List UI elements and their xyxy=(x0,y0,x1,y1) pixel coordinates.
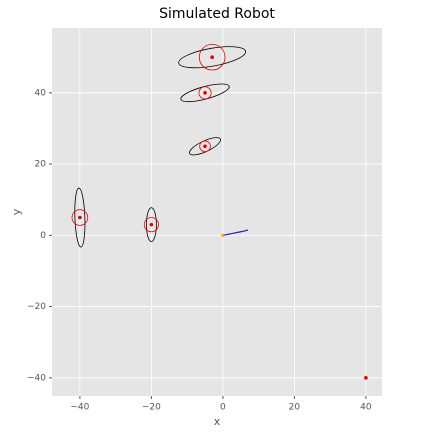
x-tick-label: −40 xyxy=(70,403,89,413)
landmark xyxy=(203,144,207,149)
landmark xyxy=(203,91,207,95)
estimate-circle xyxy=(198,43,226,71)
y-tick-label: −40 xyxy=(27,373,46,383)
covariance-ellipse xyxy=(178,46,247,69)
y-tick-label: 0 xyxy=(40,231,46,241)
estimate-circle xyxy=(143,217,159,233)
x-tick-label: −20 xyxy=(142,403,161,413)
chart-title: Simulated Robot xyxy=(159,6,275,22)
y-tick-label: −20 xyxy=(27,302,46,312)
covariance-ellipse xyxy=(74,187,86,248)
robot-path xyxy=(222,229,249,236)
landmark xyxy=(78,215,82,220)
plot-area xyxy=(52,28,382,396)
y-tick-label: 20 xyxy=(35,160,47,170)
start-point xyxy=(221,233,225,237)
estimate-circle xyxy=(198,86,212,100)
landmark xyxy=(210,55,214,60)
estimate-circle xyxy=(199,140,211,153)
covariance-ellipse xyxy=(146,207,157,243)
x-tick-label: 40 xyxy=(360,403,372,413)
x-tick-label: 0 xyxy=(220,403,226,413)
x-tick-label: 20 xyxy=(289,403,301,413)
landmark xyxy=(364,376,368,380)
x-axis-label: x xyxy=(214,415,221,428)
y-axis-label: y xyxy=(10,208,23,215)
y-tick-label: 40 xyxy=(35,88,47,98)
landmark xyxy=(149,222,154,227)
estimate-circle xyxy=(71,209,89,226)
